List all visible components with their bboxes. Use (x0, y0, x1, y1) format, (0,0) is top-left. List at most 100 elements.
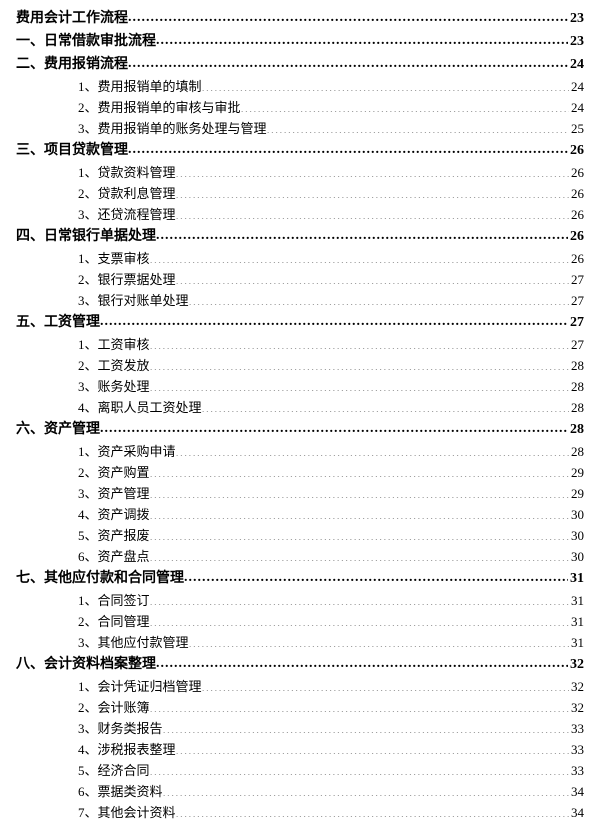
toc-entry-label: 2、费用报销单的审核与审批 (78, 98, 241, 117)
toc-entry-page: 26 (569, 163, 584, 182)
toc-entry: 七、其他应付款和合同管理31 (16, 568, 584, 589)
toc-entry: 3、其他应付款管理 31 (16, 633, 584, 652)
toc-entry-label: 五、工资管理 (16, 313, 100, 333)
toc-dot-leader (176, 443, 569, 456)
toc-entry: 4、涉税报表整理33 (16, 740, 584, 759)
toc-entry-page: 33 (569, 719, 584, 738)
toc-entry-page: 25 (569, 119, 584, 138)
toc-entry: 5、经济合同33 (16, 761, 584, 780)
toc-dot-leader (176, 804, 569, 817)
toc-entry: 1、贷款资料管理 26 (16, 163, 584, 182)
toc-entry-page: 30 (569, 547, 584, 566)
toc-dot-leader (150, 527, 569, 540)
toc-dot-leader (156, 226, 568, 240)
toc-dot-leader (176, 185, 569, 198)
toc-entry: 3、还贷流程管理26 (16, 205, 584, 224)
toc-dot-leader (156, 654, 568, 668)
toc-dot-leader (150, 250, 569, 263)
toc-dot-leader (150, 506, 569, 519)
toc-dot-leader (176, 206, 569, 219)
toc-entry: 1、费用报销单的填制24 (16, 77, 584, 96)
toc-entry-page: 27 (568, 313, 584, 333)
toc-entry-page: 32 (569, 677, 584, 696)
toc-entry: 三、项目贷款管理26 (16, 140, 584, 161)
toc-dot-leader (202, 678, 569, 691)
toc-entry: 1、合同签订31 (16, 591, 584, 610)
toc-dot-leader (150, 548, 569, 561)
toc-dot-leader (100, 419, 568, 433)
toc-entry-page: 27 (569, 335, 584, 354)
toc-entry-label: 1、会计凭证归档管理 (78, 677, 202, 696)
toc-entry-page: 29 (569, 484, 584, 503)
toc-entry-page: 28 (569, 398, 584, 417)
toc-entry-page: 31 (569, 633, 584, 652)
toc-entry: 3、财务类报告 33 (16, 719, 584, 738)
toc-entry-label: 6、票据类资料 (78, 782, 163, 801)
toc-dot-leader (150, 613, 569, 626)
toc-entry-label: 3、资产管理 (78, 484, 150, 503)
toc-dot-leader (128, 140, 568, 154)
toc-entry-label: 1、费用报销单的填制 (78, 77, 202, 96)
toc-entry: 1、工资审核 27 (16, 335, 584, 354)
toc-entry-label: 1、合同签订 (78, 591, 150, 610)
toc-entry-label: 1、贷款资料管理 (78, 163, 176, 182)
toc-entry-page: 28 (568, 420, 584, 440)
toc-entry: 3、费用报销单的账务处理与管理25 (16, 119, 584, 138)
toc-entry-page: 24 (569, 98, 584, 117)
toc-entry: 一、日常借款审批流程23 (16, 31, 584, 52)
table-of-contents: 费用会计工作流程23一、日常借款审批流程23二、费用报销流程241、费用报销单的… (16, 8, 584, 822)
toc-entry: 1、会计凭证归档管理 32 (16, 677, 584, 696)
toc-entry-label: 三、项目贷款管理 (16, 141, 128, 161)
toc-entry-page: 27 (569, 270, 584, 289)
toc-entry-label: 3、财务类报告 (78, 719, 163, 738)
toc-entry-page: 33 (569, 761, 584, 780)
toc-entry: 五、工资管理 27 (16, 312, 584, 333)
toc-dot-leader (150, 464, 569, 477)
toc-entry-label: 1、资产采购申请 (78, 442, 176, 461)
toc-entry-page: 29 (569, 463, 584, 482)
toc-entry-label: 2、会计账簿 (78, 698, 150, 717)
toc-entry-page: 26 (569, 205, 584, 224)
toc-entry-page: 30 (569, 526, 584, 545)
toc-entry: 费用会计工作流程23 (16, 8, 584, 29)
toc-entry-page: 32 (568, 655, 584, 675)
toc-entry-label: 1、工资审核 (78, 335, 150, 354)
toc-entry-page: 34 (569, 782, 584, 801)
toc-entry-page: 31 (569, 612, 584, 631)
toc-dot-leader (100, 312, 568, 326)
toc-entry-page: 24 (568, 55, 584, 75)
toc-entry-label: 7、其他会计资料 (78, 803, 176, 822)
toc-entry: 6、资产盘点30 (16, 547, 584, 566)
toc-dot-leader (176, 271, 569, 284)
toc-entry-label: 1、支票审核 (78, 249, 150, 268)
toc-dot-leader (150, 378, 569, 391)
toc-entry-label: 2、工资发放 (78, 356, 150, 375)
toc-entry: 6、票据类资料 34 (16, 782, 584, 801)
toc-entry-label: 费用会计工作流程 (16, 9, 128, 29)
toc-entry-page: 26 (569, 249, 584, 268)
toc-dot-leader (202, 399, 569, 412)
toc-entry-page: 23 (568, 32, 584, 52)
toc-dot-leader (189, 634, 569, 647)
toc-entry-page: 27 (569, 291, 584, 310)
toc-entry: 2、工资发放28 (16, 356, 584, 375)
toc-dot-leader (241, 99, 569, 112)
toc-dot-leader (163, 783, 569, 796)
toc-entry: 2、资产购置29 (16, 463, 584, 482)
toc-entry: 1、资产采购申请28 (16, 442, 584, 461)
toc-entry: 2、会计账簿32 (16, 698, 584, 717)
toc-entry-label: 5、资产报废 (78, 526, 150, 545)
toc-entry: 7、其他会计资料34 (16, 803, 584, 822)
toc-entry-label: 四、日常银行单据处理 (16, 227, 156, 247)
toc-dot-leader (267, 120, 569, 133)
toc-entry: 二、费用报销流程24 (16, 54, 584, 75)
toc-dot-leader (150, 357, 569, 370)
toc-entry-label: 3、账务处理 (78, 377, 150, 396)
toc-entry: 3、银行对账单处理27 (16, 291, 584, 310)
toc-dot-leader (150, 762, 569, 775)
toc-entry-page: 31 (568, 569, 584, 589)
toc-entry-page: 28 (569, 377, 584, 396)
toc-entry-label: 3、其他应付款管理 (78, 633, 189, 652)
toc-entry-label: 八、会计资料档案整理 (16, 655, 156, 675)
toc-entry: 六、资产管理28 (16, 419, 584, 440)
